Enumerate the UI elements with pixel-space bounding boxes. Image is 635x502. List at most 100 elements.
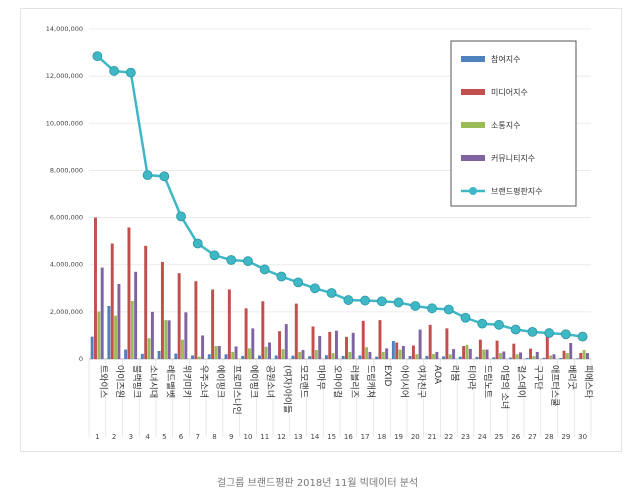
bar [385,348,389,359]
x-rank-label: 3 [129,433,133,441]
line-point [92,51,103,62]
line-point [309,283,320,294]
bar [294,303,298,359]
bar [512,343,516,359]
bar [274,355,278,359]
bar [585,353,589,359]
bar [124,349,128,359]
bar [408,355,412,359]
bar [452,349,456,359]
bar [465,344,469,359]
x-category-label: 피에스타 [583,365,594,399]
bar [241,355,245,359]
bar [130,301,134,359]
y-tick-label: 0 [79,355,83,363]
bar [127,227,131,359]
bar [164,320,168,359]
bar [509,357,512,359]
bar [492,357,496,359]
x-category-label: (여자)아이들 [281,365,293,413]
bar [234,346,238,359]
bar [418,329,422,359]
x-category-label: 티아라 [466,365,477,391]
bar [191,355,195,359]
bar [432,354,435,359]
x-category-label: 드림캐쳐 [365,365,377,398]
bar [100,267,104,359]
bar [351,332,355,359]
x-rank-label: 18 [377,433,386,441]
bar [117,284,121,359]
bar [311,326,315,359]
legend-label: 커뮤니티지수 [491,153,535,163]
bar [542,357,546,359]
legend-swatch [461,122,485,128]
x-rank-label: 24 [478,433,487,441]
x-category-label: 레드벨벳 [164,365,175,398]
bar [258,355,261,359]
legend-label: 소통지수 [491,121,520,130]
x-rank-label: 4 [145,433,150,441]
bar [575,358,579,359]
bar [110,243,114,359]
x-category-label: 걸스데이 [516,365,527,398]
x-category-label: 라붐 [449,365,460,382]
x-category-label: 에이핑크 [248,365,259,398]
bar [462,346,466,359]
bar [227,289,231,359]
x-category-label: 마마무 [315,365,326,390]
x-category-label: 프로미스나인 [231,365,242,415]
bar [582,350,586,359]
bar [281,349,285,359]
bar [485,349,489,359]
bar [525,358,529,359]
bar [395,342,399,359]
x-category-label: 소녀시대 [148,365,159,398]
bar [261,301,265,359]
line-point [176,211,186,222]
x-rank-label: 26 [511,433,520,441]
x-rank-label: 30 [578,433,587,441]
bar [177,273,181,359]
line-point [109,66,119,76]
bar [478,339,482,359]
bar [458,356,462,359]
bar [134,271,138,359]
x-rank-label: 22 [444,433,453,441]
line-point [226,255,237,265]
bar [184,312,188,359]
bar [328,331,332,359]
bar [398,349,402,359]
x-rank-label: 17 [361,433,370,441]
bar [174,353,178,359]
x-category-label: 트와이스 [97,365,109,398]
y-tick-label: 4,000,000 [50,261,83,269]
bar [358,355,362,359]
chart-frame: 14,000,000 12,000,000 10,000,000 8,000,000 6… [20,8,622,452]
bar [157,350,161,359]
bar [264,346,268,359]
bar [301,350,305,359]
bar [291,355,295,359]
x-rank-label: 21 [428,433,437,441]
x-rank-label: 10 [244,433,253,441]
bar [318,335,322,359]
bar [435,351,439,359]
x-rank-label: 16 [344,433,353,441]
bar [97,311,101,359]
legend-swatch [469,187,477,195]
chart-svg: 14,000,00012,000,00010,000,0008,000,0006… [46,25,594,441]
x-rank-label: 5 [162,433,166,441]
line-point [343,295,354,305]
x-category-label: 블랙핑크 [131,365,142,398]
line-point [494,319,504,330]
x-category-label: 공원소녀 [265,365,276,398]
bar [375,356,379,359]
bar [331,353,335,359]
legend-label: 참여지수 [491,54,520,64]
x-category-label: 러블리즈 [348,365,359,398]
bar [502,351,506,359]
bar [201,335,205,359]
x-rank-label: 23 [461,433,470,441]
y-tick-label: 8,000,000 [50,166,83,174]
